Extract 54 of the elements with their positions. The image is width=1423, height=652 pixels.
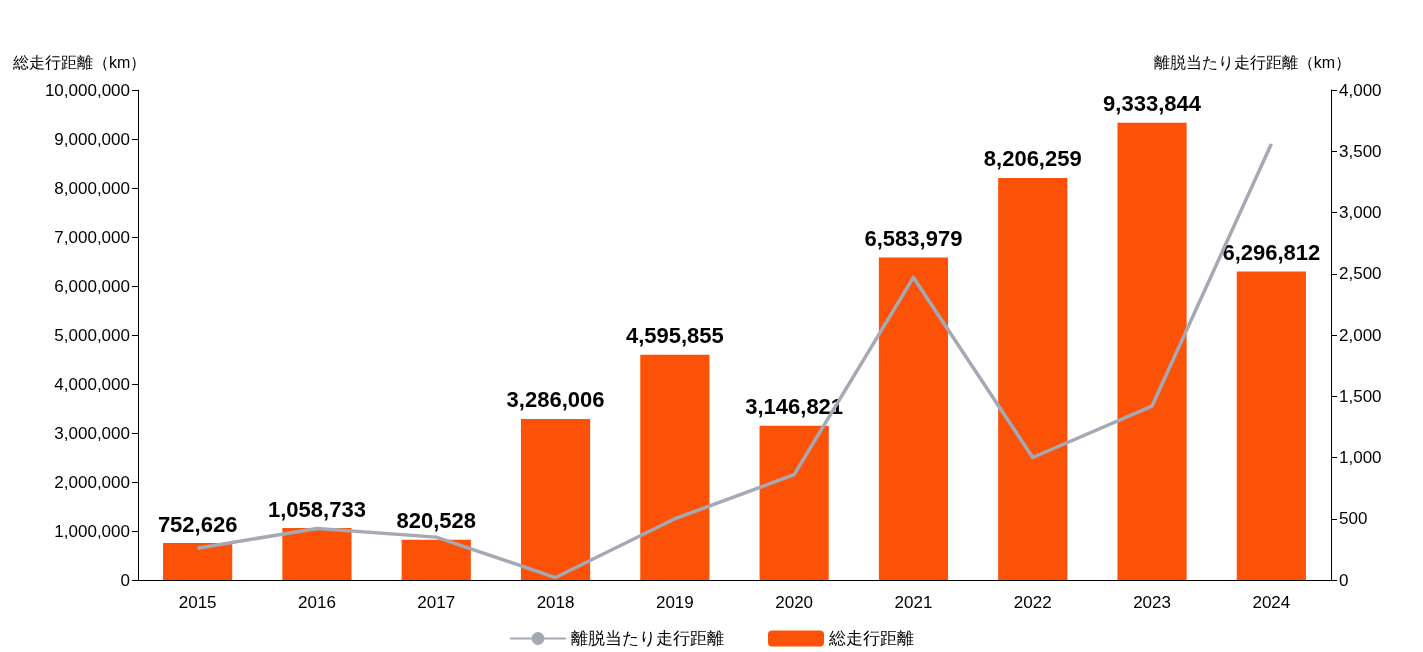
data-label: 6,296,812 xyxy=(1222,239,1321,265)
x-tick-label: 2017 xyxy=(417,593,456,612)
x-tick-label: 2024 xyxy=(1252,593,1291,612)
data-label: 6,583,979 xyxy=(864,225,963,251)
data-label: 4,595,855 xyxy=(625,323,724,349)
data-label: 1,058,733 xyxy=(268,496,366,522)
bar xyxy=(520,418,591,580)
x-tick-label: 2018 xyxy=(536,593,575,612)
y-tick-label: 3,000,000 xyxy=(54,423,130,443)
y-tick-label: 6,000,000 xyxy=(54,276,130,296)
x-tick-label: 2023 xyxy=(1133,593,1171,612)
bar xyxy=(998,177,1068,580)
data-label: 3,146,821 xyxy=(745,394,844,420)
bar xyxy=(1236,271,1306,580)
y-tick-label: 8,000,000 xyxy=(54,178,130,198)
y2-tick-label: 1,500 xyxy=(1339,386,1382,406)
y2-tick-label: 4,000 xyxy=(1339,80,1382,100)
bar xyxy=(878,257,949,580)
y2-tick-label: 2,000 xyxy=(1339,325,1382,345)
bar xyxy=(640,354,710,580)
bar xyxy=(282,528,352,580)
data-label: 820,528 xyxy=(396,508,477,534)
legend-label: 総走行距離 xyxy=(828,629,914,648)
x-tick-label: 2022 xyxy=(1013,593,1052,612)
data-label: 752,626 xyxy=(157,511,238,537)
bar xyxy=(759,425,829,580)
y-axis-title: 総走行距離（km） xyxy=(12,53,147,71)
y2-tick-label: 2,500 xyxy=(1339,264,1382,284)
bar xyxy=(163,543,233,580)
x-tick-label: 2016 xyxy=(298,593,336,612)
y2-tick-label: 0 xyxy=(1339,570,1349,590)
data-label: 8,206,259 xyxy=(983,146,1082,172)
legend-label: 離脱当たり走行距離 xyxy=(571,629,724,648)
y-tick-label: 5,000,000 xyxy=(54,325,130,345)
y2-tick-label: 1,000 xyxy=(1339,448,1382,467)
y-tick-label: 0 xyxy=(120,570,130,590)
bar xyxy=(401,539,471,580)
x-tick-label: 2015 xyxy=(178,593,217,612)
x-tick-label: 2020 xyxy=(775,593,814,612)
y-tick-label: 10,000,000 xyxy=(44,80,130,100)
data-label: 9,333,844 xyxy=(1103,91,1202,117)
y2-tick-label: 500 xyxy=(1339,509,1368,529)
y2-axis-title: 離脱当たり走行距離（km） xyxy=(1153,53,1351,71)
y-tick-label: 7,000,000 xyxy=(54,227,130,247)
x-tick-label: 2021 xyxy=(894,593,933,612)
y-tick-label: 4,000,000 xyxy=(54,374,130,394)
x-tick-label: 2019 xyxy=(655,593,694,612)
y2-tick-label: 3,500 xyxy=(1339,141,1382,161)
y-tick-label: 2,000,000 xyxy=(54,472,130,492)
y2-tick-label: 3,000 xyxy=(1339,203,1382,222)
data-label: 3,286,006 xyxy=(506,387,605,413)
bar xyxy=(1117,122,1187,580)
y-tick-label: 9,000,000 xyxy=(54,129,130,149)
y-tick-label: 1,000,000 xyxy=(54,521,130,541)
